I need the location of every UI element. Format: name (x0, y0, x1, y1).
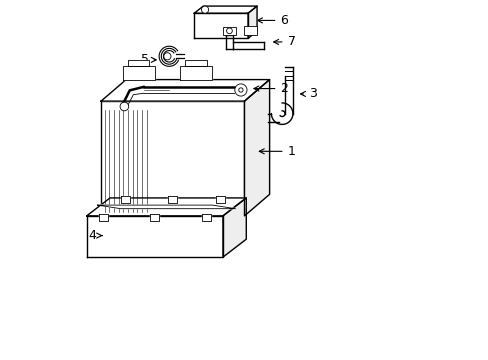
Polygon shape (194, 13, 247, 39)
Text: 1: 1 (259, 145, 295, 158)
Polygon shape (223, 198, 246, 257)
Polygon shape (99, 214, 107, 221)
Circle shape (234, 84, 246, 96)
Polygon shape (247, 6, 257, 39)
Polygon shape (86, 198, 246, 216)
Polygon shape (150, 214, 159, 221)
Bar (223, 27, 235, 35)
Text: 2: 2 (253, 82, 287, 95)
Polygon shape (122, 66, 155, 80)
Polygon shape (194, 6, 257, 13)
Text: 6: 6 (257, 14, 287, 27)
Polygon shape (244, 80, 269, 216)
Polygon shape (97, 205, 235, 209)
Circle shape (201, 6, 208, 13)
Polygon shape (185, 59, 206, 66)
Text: 3: 3 (300, 87, 316, 100)
Circle shape (120, 102, 128, 111)
Polygon shape (86, 216, 223, 257)
Text: 4: 4 (88, 229, 102, 242)
Polygon shape (101, 101, 244, 216)
Circle shape (163, 53, 171, 60)
Text: 7: 7 (273, 35, 295, 49)
Polygon shape (101, 80, 269, 101)
Polygon shape (121, 196, 129, 203)
Polygon shape (128, 59, 149, 66)
Circle shape (226, 28, 232, 34)
Bar (244, 26, 257, 35)
Polygon shape (202, 214, 211, 221)
Polygon shape (180, 66, 212, 80)
Text: 5: 5 (140, 53, 156, 66)
Circle shape (238, 88, 243, 92)
Polygon shape (216, 196, 224, 203)
Polygon shape (168, 196, 177, 203)
